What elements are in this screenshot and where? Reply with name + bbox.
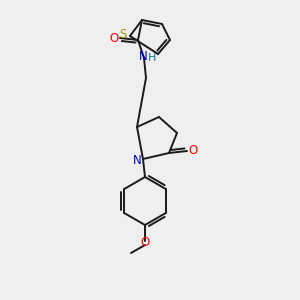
Text: N: N	[139, 50, 147, 62]
Text: O: O	[188, 145, 198, 158]
Text: H: H	[148, 53, 156, 63]
Text: O: O	[140, 236, 150, 248]
Text: S: S	[119, 28, 127, 41]
Text: O: O	[110, 32, 118, 44]
Text: N: N	[133, 154, 141, 166]
